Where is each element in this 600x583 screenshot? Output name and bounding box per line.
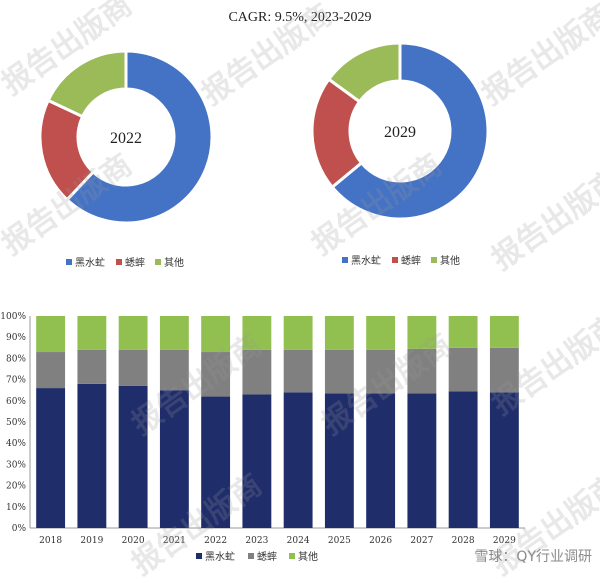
- bar-segment: [159, 390, 189, 528]
- bar-segment: [324, 393, 354, 528]
- legend-swatch: [431, 257, 437, 263]
- bar-segment: [324, 316, 354, 350]
- donut-slice: [65, 49, 214, 225]
- bar-segment: [407, 316, 437, 349]
- bar-segment: [283, 392, 313, 528]
- x-tick-label: 2023: [245, 536, 268, 546]
- bar-segment: [283, 349, 313, 393]
- y-tick-label: 20%: [6, 482, 26, 492]
- y-tick-label: 60%: [6, 397, 26, 407]
- y-tick-label: 80%: [6, 354, 26, 364]
- legend-swatch: [342, 257, 348, 263]
- bar-segment: [118, 385, 148, 528]
- legend-label: 蟋蟀: [125, 256, 145, 269]
- x-tick-label: 2021: [163, 536, 186, 546]
- x-tick-label: 2019: [80, 536, 103, 546]
- bar-segment: [407, 348, 437, 394]
- donut-slice: [326, 41, 402, 104]
- donut-slice: [330, 41, 490, 221]
- bar-segment: [242, 349, 272, 395]
- bar-segment: [242, 394, 272, 528]
- bar-segment: [36, 352, 66, 389]
- y-tick-label: 0%: [12, 524, 27, 534]
- bar-segment: [159, 316, 189, 350]
- y-tick-label: 10%: [6, 503, 26, 513]
- x-tick-label: 2018: [39, 536, 62, 546]
- bar-segment: [118, 349, 148, 386]
- legend-swatch: [289, 553, 295, 559]
- bar-segment: [201, 352, 231, 397]
- y-tick-label: 90%: [6, 333, 26, 343]
- bar-segment: [201, 396, 231, 528]
- x-tick-label: 2024: [287, 536, 310, 546]
- legend-swatch: [196, 553, 202, 559]
- bar-segment: [36, 316, 66, 353]
- legend-swatch: [392, 257, 398, 263]
- y-tick-label: 40%: [6, 439, 26, 449]
- x-tick-label: 2025: [328, 536, 351, 546]
- x-tick-label: 2027: [410, 536, 433, 546]
- bar-segment: [118, 316, 148, 350]
- donut-slice: [46, 49, 128, 119]
- cagr-text: CAGR: 9.5%, 2023-2029: [228, 10, 372, 25]
- bar-segment: [489, 316, 519, 348]
- bar-segment: [201, 316, 231, 353]
- bar-segment: [366, 316, 396, 350]
- footer-watermark: 雪球：QY行业调研: [474, 549, 592, 565]
- bar-segment: [448, 391, 478, 528]
- bar-segment: [77, 383, 107, 528]
- legend-swatch: [66, 259, 72, 265]
- bar-segment: [77, 349, 107, 384]
- legend-label: 黑水虻: [75, 257, 105, 269]
- bar-segment: [324, 349, 354, 394]
- x-tick-label: 2022: [204, 536, 227, 546]
- bar-segment: [77, 316, 107, 350]
- bar-segment: [366, 393, 396, 528]
- y-tick-label: 30%: [6, 460, 26, 470]
- bar-segment: [489, 347, 519, 393]
- donut-center-label: 2029: [384, 124, 416, 141]
- legend-swatch: [116, 259, 122, 265]
- legend-label: 其他: [164, 256, 184, 269]
- bar-segment: [448, 347, 478, 392]
- x-tick-label: 2028: [452, 536, 475, 546]
- bar-segment: [407, 393, 437, 528]
- y-tick-label: 100%: [0, 312, 26, 322]
- legend-label: 蟋蟀: [401, 254, 421, 267]
- y-tick-label: 70%: [6, 376, 26, 386]
- legend-label: 蟋蟀: [257, 550, 277, 563]
- x-tick-label: 2026: [369, 536, 392, 546]
- bar-segment: [36, 388, 66, 528]
- bar-segment: [159, 349, 189, 391]
- x-tick-label: 2029: [493, 536, 516, 546]
- y-tick-label: 50%: [6, 418, 26, 428]
- legend-label: 黑水虻: [351, 255, 381, 267]
- x-tick-label: 2020: [122, 536, 145, 546]
- bar-segment: [448, 316, 478, 348]
- legend-label: 其他: [440, 254, 460, 267]
- donut-center-label: 2022: [110, 130, 142, 147]
- bar-segment: [489, 392, 519, 528]
- legend-label: 其他: [298, 550, 318, 563]
- bar-segment: [283, 316, 313, 350]
- legend-swatch: [248, 553, 254, 559]
- legend-label: 黑水虻: [205, 551, 235, 563]
- legend-swatch: [155, 259, 161, 265]
- bar-segment: [366, 349, 396, 394]
- bar-segment: [242, 316, 272, 350]
